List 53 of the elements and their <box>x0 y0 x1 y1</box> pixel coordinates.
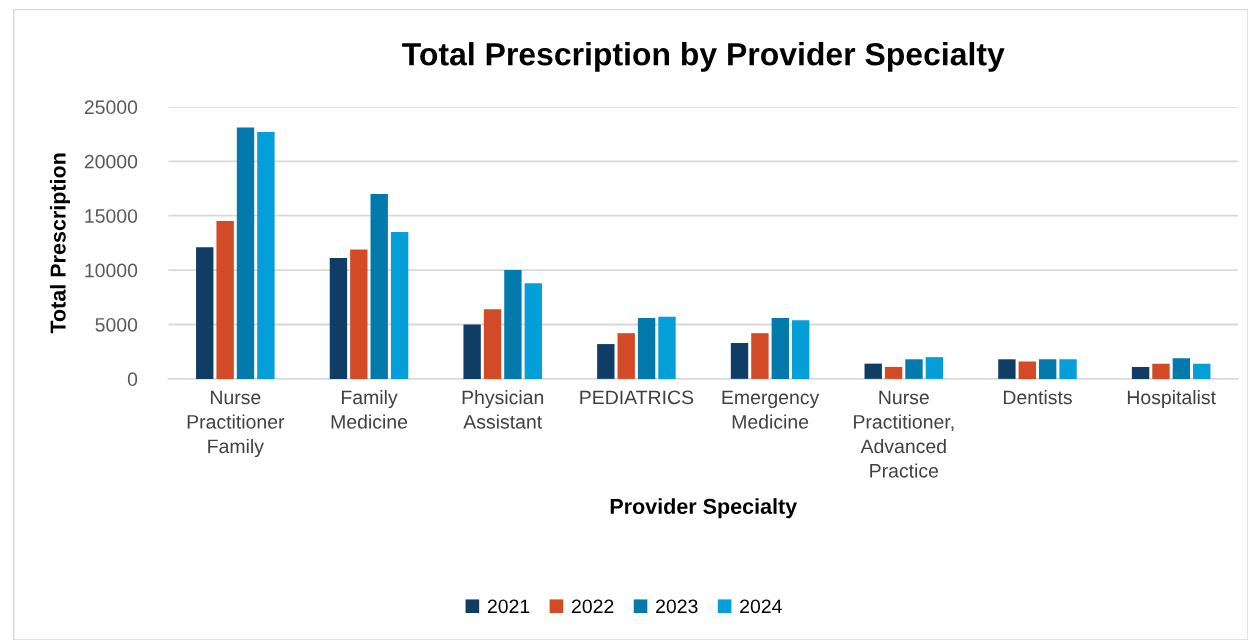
x-tick-label: PEDIATRICS <box>580 390 694 405</box>
legend-label: 2022 <box>572 599 614 614</box>
bar <box>884 366 903 379</box>
legend-label: 2023 <box>656 599 698 614</box>
y-tick-label: 15000 <box>85 209 138 223</box>
bar <box>905 359 923 379</box>
bar <box>257 131 275 379</box>
bar <box>216 221 234 379</box>
bar <box>463 324 481 379</box>
bar <box>504 270 522 379</box>
bar <box>524 283 542 379</box>
bar <box>1152 363 1170 379</box>
bar <box>791 320 810 379</box>
x-tick-label: Nurse Practitioner, Advanced Practice <box>854 390 954 478</box>
legend-label: 2024 <box>740 599 782 614</box>
y-tick-label: 10000 <box>85 263 138 278</box>
bar <box>771 317 789 379</box>
bar <box>350 249 368 379</box>
bar <box>1059 359 1077 379</box>
bar <box>370 193 388 379</box>
bar <box>390 232 409 379</box>
x-tick-label: Family Medicine <box>331 389 408 429</box>
y-axis-title: Total Prescription <box>49 153 70 334</box>
bar <box>1038 359 1057 379</box>
bar <box>1131 366 1150 379</box>
chart-title: Total Prescription by Provider Specialty <box>402 42 1005 72</box>
bar <box>329 258 348 379</box>
x-tick-label: Nurse Practitioner Family <box>187 390 285 458</box>
bar <box>617 333 635 379</box>
x-axis-title: Provider Specialty <box>610 498 798 519</box>
bar <box>1193 363 1211 379</box>
bar <box>597 344 615 379</box>
bar <box>751 333 769 379</box>
bar <box>1018 361 1036 379</box>
x-tick-label: Emergency Medicine <box>722 390 820 429</box>
bar <box>998 359 1016 379</box>
legend-label: 2021 <box>487 599 530 614</box>
bar <box>236 127 255 379</box>
bar <box>637 317 656 379</box>
y-tick-label: 0 <box>127 372 138 387</box>
x-tick-label: Hospitalist <box>1127 389 1216 409</box>
y-tick-label: 25000 <box>84 100 138 115</box>
bar <box>730 342 749 379</box>
bar <box>196 247 214 379</box>
bar <box>864 363 882 379</box>
x-tick-label: Dentists <box>1003 389 1072 405</box>
bar <box>925 357 944 379</box>
bar <box>658 316 676 379</box>
bar <box>1172 358 1191 379</box>
y-tick-label: 20000 <box>84 154 138 169</box>
y-tick-label: 5000 <box>95 317 138 332</box>
x-tick-label: Physician Assistant <box>462 389 544 429</box>
bar <box>483 309 502 379</box>
